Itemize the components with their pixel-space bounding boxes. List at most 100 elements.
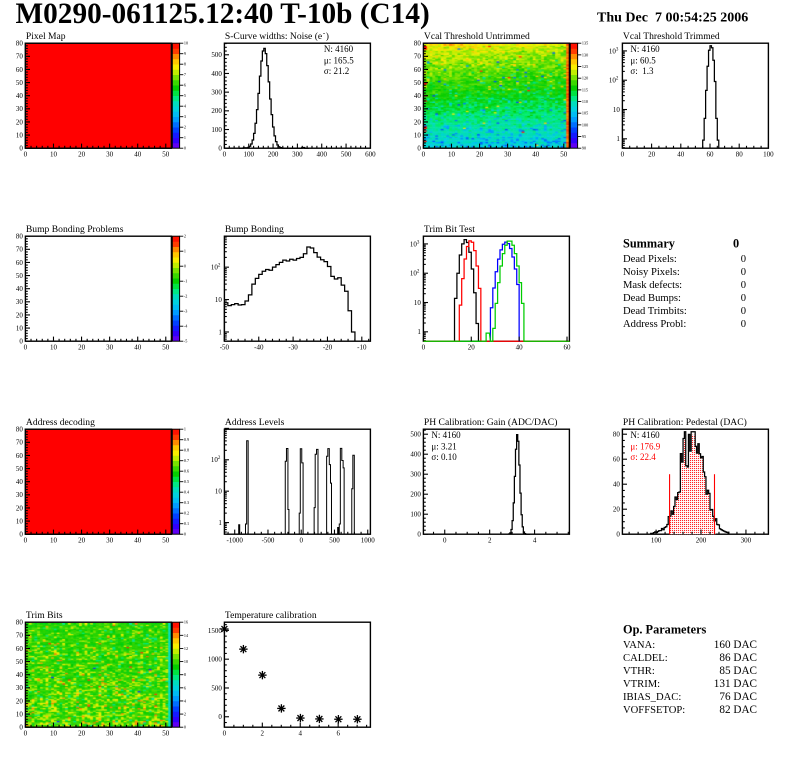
svg-text:Trim Bit Test: Trim Bit Test — [424, 224, 475, 235]
svg-text:Address Levels: Address Levels — [225, 417, 285, 428]
svg-text:400: 400 — [316, 151, 327, 159]
svg-text:200: 200 — [211, 107, 222, 115]
svg-text:3: 3 — [184, 114, 186, 119]
svg-text:10: 10 — [215, 296, 223, 304]
svg-text:N: 4160: N: 4160 — [630, 430, 660, 440]
svg-text:0.3: 0.3 — [184, 500, 189, 505]
svg-text:40: 40 — [134, 151, 142, 159]
svg-text:60: 60 — [16, 452, 24, 460]
svg-text:50: 50 — [16, 658, 24, 666]
svg-text:-50: -50 — [220, 344, 230, 352]
svg-text:σ: 0.10: σ: 0.10 — [431, 452, 457, 462]
svg-text:-500: -500 — [262, 537, 275, 545]
svg-text:N: 4160: N: 4160 — [324, 44, 354, 54]
svg-text:50: 50 — [560, 151, 568, 159]
svg-text:86 DAC: 86 DAC — [719, 652, 757, 664]
svg-text:Pixel Map: Pixel Map — [26, 31, 66, 42]
svg-text:50: 50 — [16, 79, 24, 87]
svg-text:0: 0 — [741, 254, 746, 265]
svg-text:0: 0 — [616, 531, 620, 539]
svg-text:80: 80 — [613, 431, 621, 439]
svg-text:40: 40 — [414, 92, 422, 100]
svg-text:2: 2 — [417, 270, 420, 275]
svg-text:0.2: 0.2 — [184, 511, 189, 516]
svg-text:1: 1 — [218, 328, 222, 336]
svg-text:VTRIM:: VTRIM: — [623, 679, 660, 690]
svg-text:70: 70 — [16, 246, 24, 254]
svg-text:20: 20 — [476, 151, 484, 159]
svg-text:10: 10 — [16, 132, 24, 140]
svg-text:50: 50 — [16, 272, 24, 280]
svg-text:0: 0 — [422, 151, 426, 159]
svg-text:10: 10 — [215, 488, 223, 496]
svg-text:20: 20 — [16, 118, 24, 126]
svg-text:0: 0 — [417, 531, 421, 539]
svg-text:70: 70 — [16, 439, 24, 447]
svg-text:76 DAC: 76 DAC — [719, 691, 757, 703]
svg-text:Dead Pixels:: Dead Pixels: — [623, 254, 677, 265]
svg-text:60: 60 — [564, 344, 572, 352]
svg-text:2: 2 — [218, 456, 221, 461]
svg-text:10: 10 — [211, 456, 219, 464]
svg-text:N: 4160: N: 4160 — [431, 430, 461, 440]
svg-text:20: 20 — [613, 506, 621, 514]
svg-text:Temperature calibration: Temperature calibration — [225, 610, 317, 621]
svg-text:-40: -40 — [254, 344, 264, 352]
svg-text:40: 40 — [677, 151, 685, 159]
svg-text:Address decoding: Address decoding — [26, 417, 95, 428]
svg-text:40: 40 — [134, 344, 142, 352]
svg-text:μ: 3.21: μ: 3.21 — [431, 442, 456, 452]
svg-text:3: 3 — [417, 240, 420, 245]
svg-text:2: 2 — [184, 234, 186, 239]
svg-text:300: 300 — [211, 89, 222, 97]
svg-text:60: 60 — [613, 456, 621, 464]
svg-text:40: 40 — [16, 285, 24, 293]
svg-text:10: 10 — [184, 41, 188, 46]
svg-text:30: 30 — [16, 105, 24, 113]
svg-text:2: 2 — [218, 264, 221, 269]
svg-text:40: 40 — [516, 344, 524, 352]
svg-text:Vcal Threshold Trimmed: Vcal Threshold Trimmed — [623, 31, 720, 42]
svg-text:50: 50 — [16, 465, 24, 473]
svg-text:80: 80 — [414, 40, 422, 48]
svg-text:-1000: -1000 — [227, 537, 244, 545]
svg-text:3: 3 — [616, 47, 619, 52]
svg-text:60: 60 — [16, 645, 24, 653]
svg-text:-: - — [323, 29, 326, 37]
svg-text:Noisy Pixels:: Noisy Pixels: — [623, 267, 680, 278]
svg-text:10: 10 — [50, 344, 58, 352]
svg-text:-2: -2 — [184, 294, 188, 299]
svg-text:0.4: 0.4 — [184, 490, 190, 495]
svg-text:1: 1 — [616, 135, 620, 143]
svg-text:μ: 60.5: μ: 60.5 — [630, 56, 656, 66]
svg-text:60: 60 — [414, 66, 422, 74]
svg-text:20: 20 — [648, 151, 656, 159]
svg-text:0: 0 — [24, 344, 28, 352]
svg-text:0: 0 — [184, 532, 186, 537]
svg-text:10: 10 — [16, 518, 24, 526]
svg-text:Trim Bits: Trim Bits — [26, 610, 63, 621]
svg-text:10: 10 — [609, 47, 617, 55]
svg-text:0: 0 — [223, 151, 227, 159]
svg-text:95: 95 — [582, 134, 586, 139]
svg-text:200: 200 — [696, 537, 707, 545]
svg-text:0: 0 — [417, 145, 421, 153]
svg-text:60: 60 — [16, 259, 24, 267]
svg-text:Thu Dec 7 00:54:25 2006: Thu Dec 7 00:54:25 2006 — [597, 11, 748, 26]
svg-text:30: 30 — [106, 730, 114, 738]
svg-text:VANA:: VANA: — [623, 640, 655, 651]
svg-text:0: 0 — [443, 537, 447, 545]
svg-text:0: 0 — [741, 280, 746, 291]
svg-text:10: 10 — [16, 711, 24, 719]
svg-text:10: 10 — [410, 240, 418, 248]
svg-text:): ) — [326, 31, 329, 42]
svg-text:-20: -20 — [323, 344, 333, 352]
svg-text:90: 90 — [582, 146, 586, 151]
svg-text:80: 80 — [16, 426, 24, 434]
svg-text:10: 10 — [448, 151, 456, 159]
svg-text:0: 0 — [741, 306, 746, 317]
svg-text:100: 100 — [211, 126, 222, 134]
svg-text:2: 2 — [184, 712, 186, 717]
svg-text:30: 30 — [16, 684, 24, 692]
svg-text:0: 0 — [184, 146, 186, 151]
